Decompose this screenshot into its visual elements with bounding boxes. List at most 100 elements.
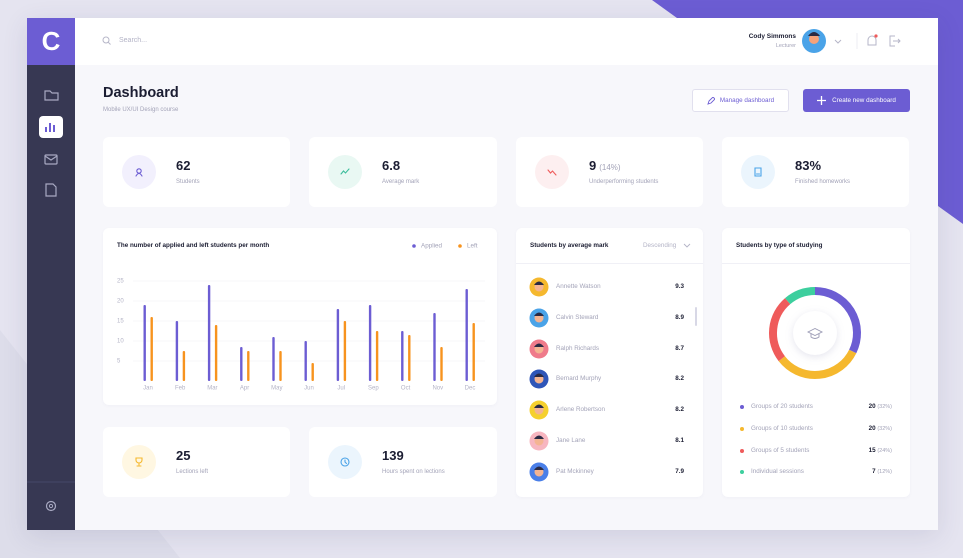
stat-icon-glyph: [340, 168, 350, 175]
donut-center: [793, 311, 837, 355]
legend-dot: [458, 244, 462, 248]
student-avatar: [529, 308, 549, 328]
stat-label: Lections left: [176, 469, 209, 475]
legend-share: (12%): [877, 469, 892, 476]
bar: [472, 323, 475, 381]
stat-label: Underperforming students: [589, 179, 659, 185]
manage-dashboard-button[interactable]: Manage dashboard: [692, 89, 789, 112]
bell-icon[interactable]: [867, 35, 877, 46]
legend-dot-shape: [740, 448, 744, 453]
chart-title: The number of applied and left students …: [117, 242, 270, 249]
file-icon[interactable]: [45, 183, 57, 197]
stat-card: 6.8 Average mark: [309, 137, 497, 207]
x-tick-label: Jul: [337, 386, 345, 392]
stat-label: Students: [176, 179, 200, 185]
y-tick-label: 10: [117, 339, 124, 345]
stat-value-row: 83%: [795, 158, 821, 173]
student-avatar: [529, 339, 549, 359]
legend-count: 20: [868, 403, 876, 410]
header-icons: [802, 29, 901, 53]
sort-chevron: [683, 243, 691, 248]
legend-dot: [740, 426, 744, 431]
legend-item[interactable]: Applied: [412, 243, 443, 250]
bar: [465, 289, 468, 381]
stat-icon-glyph: [547, 169, 557, 176]
stat-icon-glyph: [135, 168, 143, 177]
card-divider: [722, 263, 910, 264]
legend-value: 20 (32%): [832, 403, 892, 410]
y-tick-label: 5: [117, 359, 121, 365]
stat-icon: [122, 445, 156, 479]
search-input[interactable]: Search...: [119, 37, 148, 44]
donut-segment: [814, 287, 861, 354]
stat-icon: [535, 155, 569, 189]
legend-label: Groups of 10 students: [751, 424, 813, 432]
student-mark: 8.2: [675, 375, 684, 383]
stat-label: Hours spent on lections: [382, 469, 445, 475]
settings-icon-core: [48, 503, 54, 509]
bar: [182, 351, 186, 381]
student-avatar: [529, 369, 549, 389]
folder-icon[interactable]: [44, 90, 59, 101]
bar: [311, 363, 314, 381]
mail-icon-flap: [44, 155, 58, 161]
logout-icon[interactable]: [889, 35, 901, 47]
scrollbar[interactable]: [695, 307, 697, 326]
legend-dot-shape: [740, 426, 744, 431]
avatar-face: [809, 34, 819, 44]
stat-value-row: 9 (14%): [589, 158, 621, 173]
stat-icon-bg: [741, 155, 775, 189]
bar: [143, 305, 146, 381]
student-name: Ralph Richards: [556, 344, 600, 352]
bar: [343, 321, 347, 381]
stat-card: 9 (14%) Underperforming students: [516, 137, 703, 207]
stat-value: 25: [176, 448, 191, 463]
legend-value: 7 (12%): [832, 468, 892, 475]
bar: [207, 285, 211, 381]
bar: [375, 331, 379, 381]
stat-value-row: 139: [382, 448, 404, 463]
stat-value-row: 25: [176, 448, 190, 463]
student-name: Bernard Murphy: [556, 375, 602, 383]
create-dashboard-button[interactable]: Create new dashboard: [803, 89, 910, 112]
sort-dropdown[interactable]: Descending: [643, 242, 677, 249]
bar-chart-card: The number of applied and left students …: [103, 228, 497, 405]
stat-card: 62 Students: [103, 137, 290, 207]
stat-card: 83% Finished homeworks: [722, 137, 909, 207]
top-bar: [75, 18, 938, 65]
stat-icon: [328, 445, 362, 479]
logo[interactable]: C: [27, 18, 75, 65]
avatar-hair: [534, 343, 544, 347]
avatar-hair: [534, 281, 544, 285]
ranking-card: Students by average mark Descending Anne…: [516, 228, 703, 497]
legend-count: 15: [868, 446, 876, 454]
mail-icon[interactable]: [44, 154, 58, 165]
bar: [368, 305, 372, 381]
stat-value: 139: [382, 448, 404, 463]
pencil-icon: [707, 96, 715, 105]
bar: [150, 317, 153, 381]
bar: [272, 337, 275, 381]
user-menu-chevron[interactable]: [834, 39, 842, 44]
settings-icon[interactable]: [45, 500, 57, 512]
bar: [440, 347, 443, 381]
bar: [247, 351, 250, 381]
legend-dot: [740, 470, 744, 475]
pie-chart-card: Students by type of studying Groups of 2…: [722, 228, 910, 497]
student-avatar: [529, 431, 549, 451]
x-tick-label: Jun: [304, 386, 314, 392]
x-tick-label: May: [271, 386, 282, 392]
stat-icon-bg: [122, 155, 156, 189]
page-title: Dashboard: [103, 85, 179, 101]
legend-dot: [412, 244, 416, 248]
page-subtitle: Mobile UX/UI Design course: [103, 107, 179, 113]
bar: [304, 341, 307, 381]
stat-value-row: 6.8: [382, 158, 400, 173]
donut-segment: [785, 287, 816, 305]
sidebar: [27, 18, 75, 530]
legend-item[interactable]: Left: [458, 243, 478, 250]
y-tick-label: 25: [117, 279, 124, 285]
x-tick-label: Jan: [143, 386, 153, 392]
